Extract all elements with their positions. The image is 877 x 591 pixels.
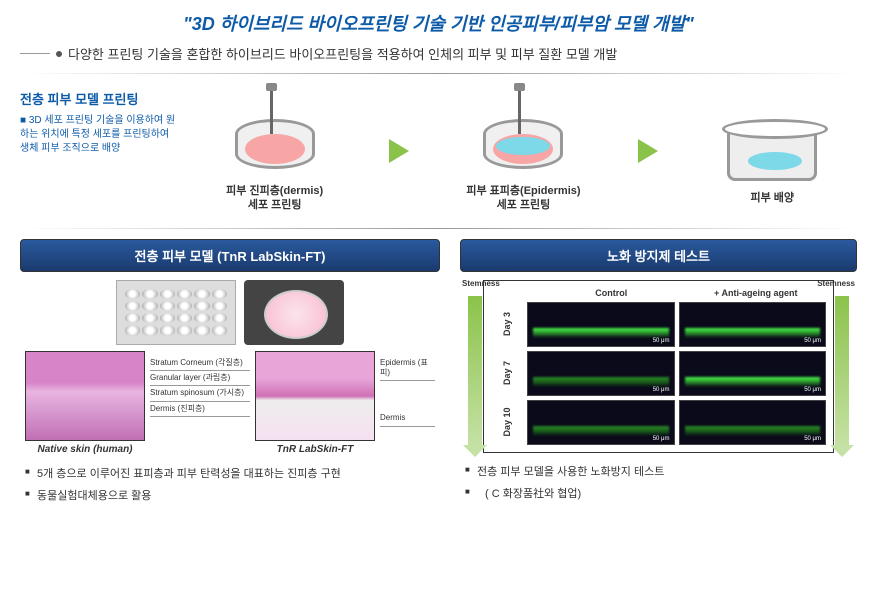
native-skin-histology-image [25,351,145,441]
col-header-control: Control [539,286,684,300]
aging-grid-header: Control + Anti-ageing agent [489,286,828,300]
process-section: 전층 피부 모델 프린팅 ■ 3D 세포 프린팅 기술을 이용하여 원하는 위치… [20,84,857,218]
right-bullet-1: 전층 피부 모델을 사용한 노화방지 테스트 [465,463,852,479]
histology-comparison: Native skin (human) Stratum Corneum (각질층… [25,351,435,455]
layer-label-dermis: Dermis (진피층) [150,402,250,417]
right-panel-header: 노화 방지제 테스트 [460,239,857,272]
right-skin-layer-labels: Epidermis (표피) Dermis [380,351,435,427]
right-panel-body: Stemness Stemness Control + Anti-ageing … [460,272,857,515]
stemness-arrow-left-icon [468,296,482,447]
subtitle-bullet-dot [56,51,62,57]
subtitle-row: 다양한 프린팅 기술을 혼합한 하이브리드 바이오프린팅을 적용하여 인체의 피… [20,44,857,63]
row-label-day3: Day 3 [502,306,512,342]
process-step-dermis: 피부 진피층(dermis) 세포 프린팅 [215,89,335,213]
anti-aging-result-grid: Stemness Stemness Control + Anti-ageing … [483,280,834,453]
step-label-culture: 피부 배양 [712,191,832,205]
stemness-label-right: Stemness [817,279,855,288]
layer-label-ss: Stratum spinosum (가시층) [150,386,250,401]
left-panel-header: 전층 피부 모델 (TnR LabSkin-FT) [20,239,440,272]
arrow-right-icon [638,139,658,163]
left-panel: 전층 피부 모델 (TnR LabSkin-FT) [20,239,440,517]
fluorescence-cell-d7-agent: 50 μm [679,351,827,396]
well-plate-photo [116,280,236,345]
arrow-right-icon [389,139,409,163]
stemness-arrow-right-icon [835,296,849,447]
fluorescence-cell-d7-control: 50 μm [527,351,675,396]
print-needle-icon [270,89,273,134]
subtitle-text: 다양한 프린팅 기술을 혼합한 하이브리드 바이오프린팅을 적용하여 인체의 피… [68,44,617,63]
right-panel-bullets: 전층 피부 모델을 사용한 노화방지 테스트 ( C 화장품社와 협업) [465,463,852,501]
col-header-agent: + Anti-ageing agent [684,286,829,300]
fluorescence-cell-d10-control: 50 μm [527,400,675,445]
process-steps: 피부 진피층(dermis) 세포 프린팅 피부 표피층(Epidermis) … [190,89,857,213]
labskin-caption: TnR LabSkin-FT [255,444,375,455]
skin-layer-labels: Stratum Corneum (각질층) Granular layer (과립… [150,351,250,418]
epidermis-printing-illustration [463,89,583,179]
print-needle-icon [518,89,521,134]
divider-top [20,73,857,74]
slide-container: "3D 하이브리드 바이오프린팅 기술 기반 인공피부/피부암 모델 개발" 다… [0,0,877,527]
left-panel-bullets: 5개 층으로 이루어진 표피층과 피부 탄력성을 대표하는 진피층 구현 동물실… [25,465,435,503]
native-skin-block: Native skin (human) [25,351,145,455]
right-panel: 노화 방지제 테스트 Stemness Stemness Control + A… [460,239,857,517]
left-panel-body: Native skin (human) Stratum Corneum (각질층… [20,272,440,517]
fluorescence-cell-d10-agent: 50 μm [679,400,827,445]
subtitle-line-left [20,53,50,54]
process-left-text: 전층 피부 모델 프린팅 ■ 3D 세포 프린팅 기술을 이용하여 원하는 위치… [20,89,190,156]
left-bullet-1: 5개 층으로 이루어진 표피층과 피부 탄력성을 대표하는 진피층 구현 [25,465,435,481]
step-label-epidermis-1: 피부 표피층(Epidermis) [463,184,583,198]
fluorescence-cell-d3-agent: 50 μm [679,302,827,347]
labskin-histology-image [255,351,375,441]
layer-label-sc: Stratum Corneum (각질층) [150,356,250,371]
native-skin-caption: Native skin (human) [25,444,145,455]
labskin-block: TnR LabSkin-FT [255,351,375,455]
row-label-day10: Day 10 [502,404,512,440]
main-title: "3D 하이브리드 바이오프린팅 기술 기반 인공피부/피부암 모델 개발" [20,10,857,36]
process-left-title: 전층 피부 모델 프린팅 [20,89,180,108]
row-label-day7: Day 7 [502,355,512,391]
dermis-bracket-label: Dermis [380,411,435,426]
layer-label-gl: Granular layer (과립층) [150,371,250,386]
divider-mid [20,228,857,229]
left-bullet-2: 동물실험대체용으로 활용 [25,487,435,503]
aging-row-day7: Day 7 50 μm 50 μm [489,349,828,398]
process-step-epidermis: 피부 표피층(Epidermis) 세포 프린팅 [463,89,583,213]
process-step-culture: 피부 배양 [712,96,832,205]
right-bullet-2: ( C 화장품社와 협업) [465,485,852,501]
step-label-epidermis-2: 세포 프린팅 [463,198,583,212]
stemness-label-left: Stemness [462,279,500,288]
dermis-printing-illustration [215,89,335,179]
skin-culture-illustration [712,96,832,186]
skin-model-photos [25,280,435,345]
epidermis-bracket-label: Epidermis (표피) [380,356,435,382]
petri-dish-photo [244,280,344,345]
bottom-panels: 전층 피부 모델 (TnR LabSkin-FT) [20,239,857,517]
bullet-square-icon: ■ [20,115,29,126]
process-left-desc: ■ 3D 세포 프린팅 기술을 이용하여 원하는 위치에 특정 세포를 프린팅하… [20,114,180,156]
aging-row-day3: Day 3 50 μm 50 μm [489,300,828,349]
step-label-dermis-1: 피부 진피층(dermis) [215,184,335,198]
step-label-dermis-2: 세포 프린팅 [215,198,335,212]
fluorescence-cell-d3-control: 50 μm [527,302,675,347]
aging-row-day10: Day 10 50 μm 50 μm [489,398,828,447]
